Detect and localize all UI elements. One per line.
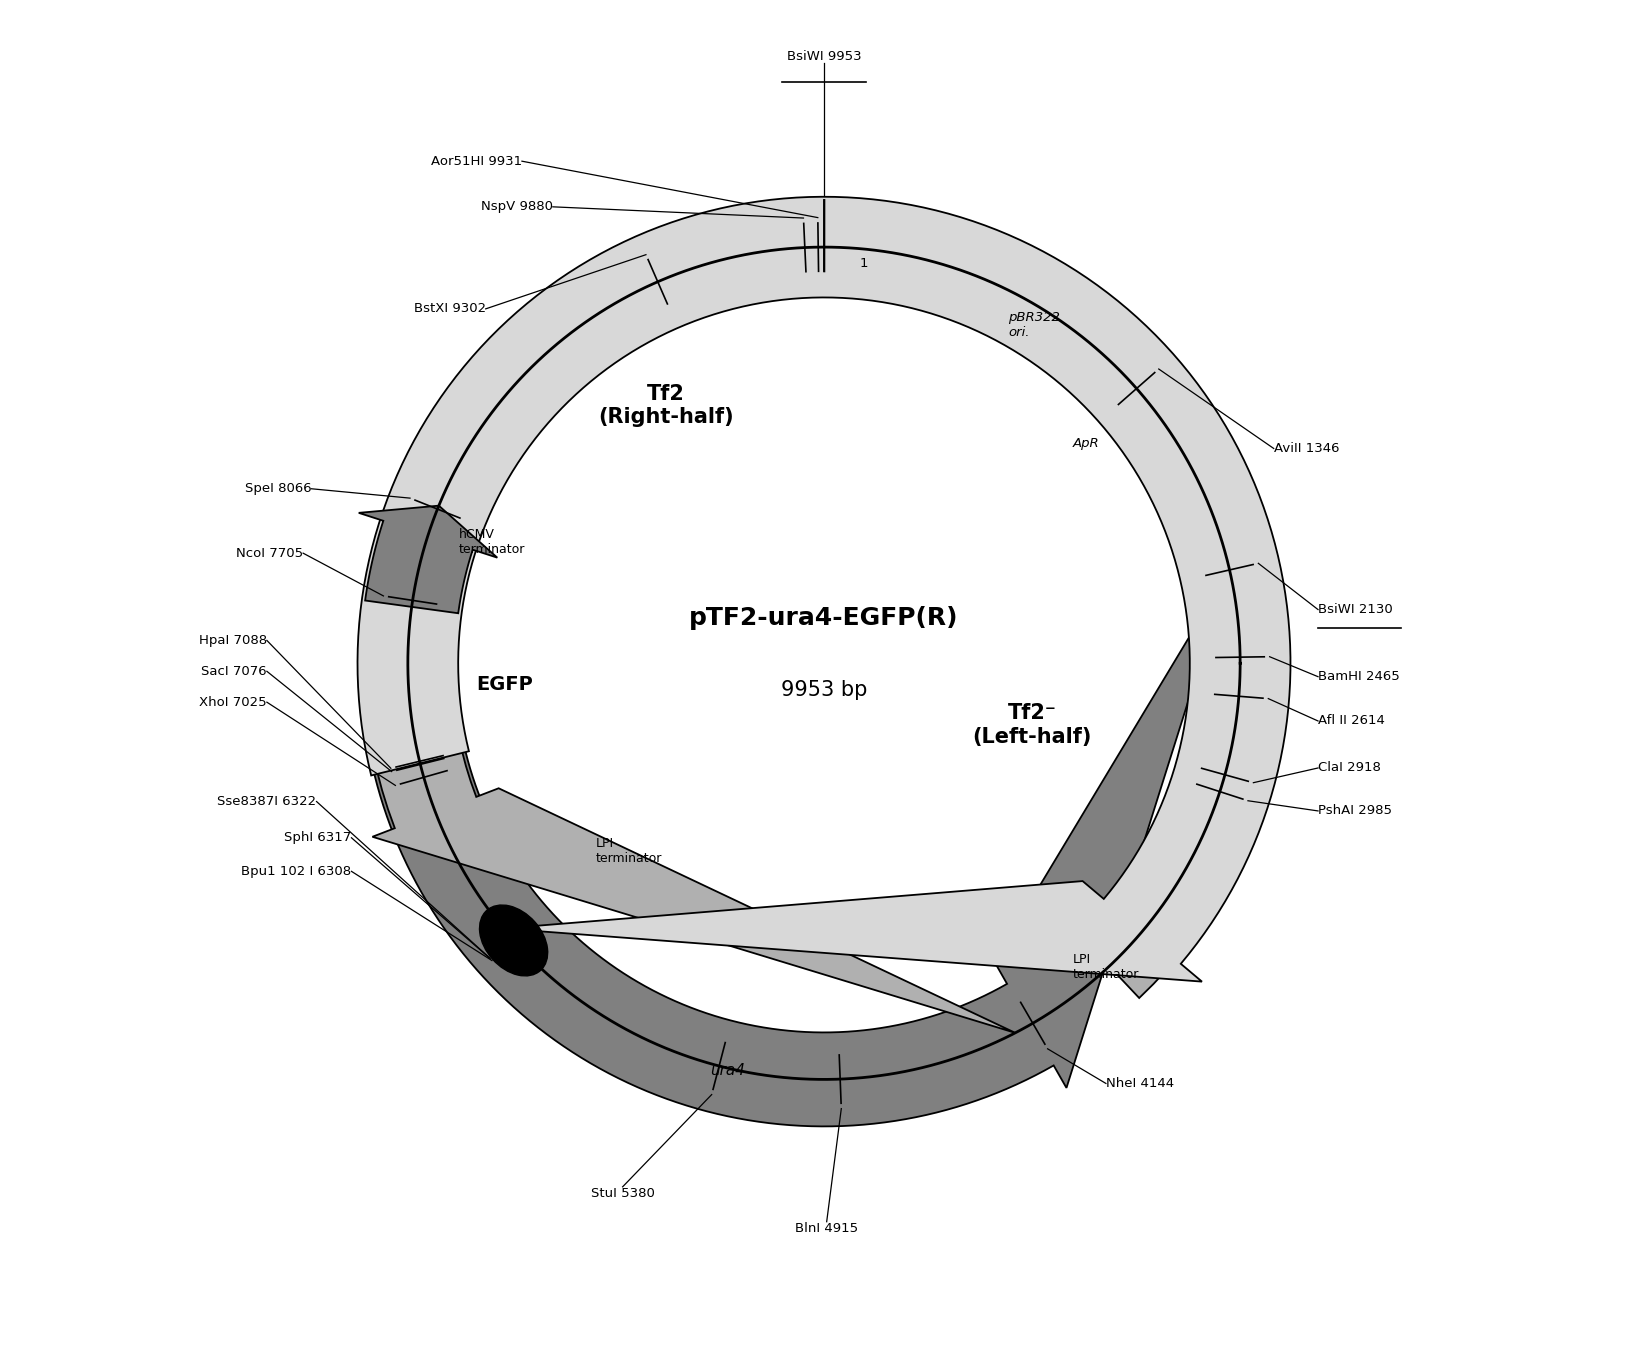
Text: ApR: ApR (1073, 437, 1099, 450)
Polygon shape (824, 200, 1178, 426)
Polygon shape (359, 506, 498, 613)
Text: LPI
terminator: LPI terminator (597, 837, 662, 865)
Text: ura4: ura4 (710, 1062, 745, 1077)
Text: BlnI 4915: BlnI 4915 (794, 1221, 859, 1235)
Text: BsiWI 2130: BsiWI 2130 (1318, 603, 1393, 616)
Text: Bpu1 102 I 6308: Bpu1 102 I 6308 (241, 865, 351, 878)
Text: Aor51HI 9931: Aor51HI 9931 (430, 155, 522, 167)
Ellipse shape (480, 905, 547, 976)
Text: PshAI 2985: PshAI 2985 (1318, 805, 1393, 817)
Text: EGFP: EGFP (476, 675, 532, 694)
Text: pBR322
ori.: pBR322 ori. (1009, 311, 1060, 338)
Text: Tf2
(Right-half): Tf2 (Right-half) (598, 384, 733, 427)
Text: hCMV
terminator: hCMV terminator (458, 528, 526, 557)
Text: ClaI 2918: ClaI 2918 (1318, 762, 1381, 775)
Text: Sse8387I 6322: Sse8387I 6322 (218, 795, 316, 807)
Text: NcoI 7705: NcoI 7705 (236, 547, 303, 559)
Polygon shape (361, 200, 1229, 1127)
Text: BsiWI 9953: BsiWI 9953 (786, 50, 862, 63)
Text: NspV 9880: NspV 9880 (481, 201, 552, 213)
Text: SphI 6317: SphI 6317 (283, 832, 351, 844)
Text: Afl II 2614: Afl II 2614 (1318, 714, 1384, 728)
Text: SacI 7076: SacI 7076 (201, 665, 267, 678)
Text: XhoI 7025: XhoI 7025 (199, 696, 267, 709)
Text: HpaI 7088: HpaI 7088 (199, 634, 267, 647)
Text: pTF2-ura4-EGFP(R): pTF2-ura4-EGFP(R) (689, 605, 959, 630)
Text: SpeI 8066: SpeI 8066 (244, 483, 311, 495)
Text: BamHI 2465: BamHI 2465 (1318, 670, 1399, 683)
Polygon shape (358, 197, 1290, 981)
Text: AviII 1346: AviII 1346 (1274, 442, 1340, 456)
Text: NheI 4144: NheI 4144 (1106, 1077, 1173, 1091)
Text: BstXI 9302: BstXI 9302 (414, 302, 486, 315)
Polygon shape (364, 204, 1284, 1033)
Text: LPI
terminator: LPI terminator (1073, 953, 1139, 980)
Text: Tf2⁻
(Left-half): Tf2⁻ (Left-half) (972, 704, 1091, 747)
Text: 1: 1 (860, 256, 868, 270)
Text: StuI 5380: StuI 5380 (590, 1186, 654, 1200)
Text: 9953 bp: 9953 bp (781, 681, 867, 700)
